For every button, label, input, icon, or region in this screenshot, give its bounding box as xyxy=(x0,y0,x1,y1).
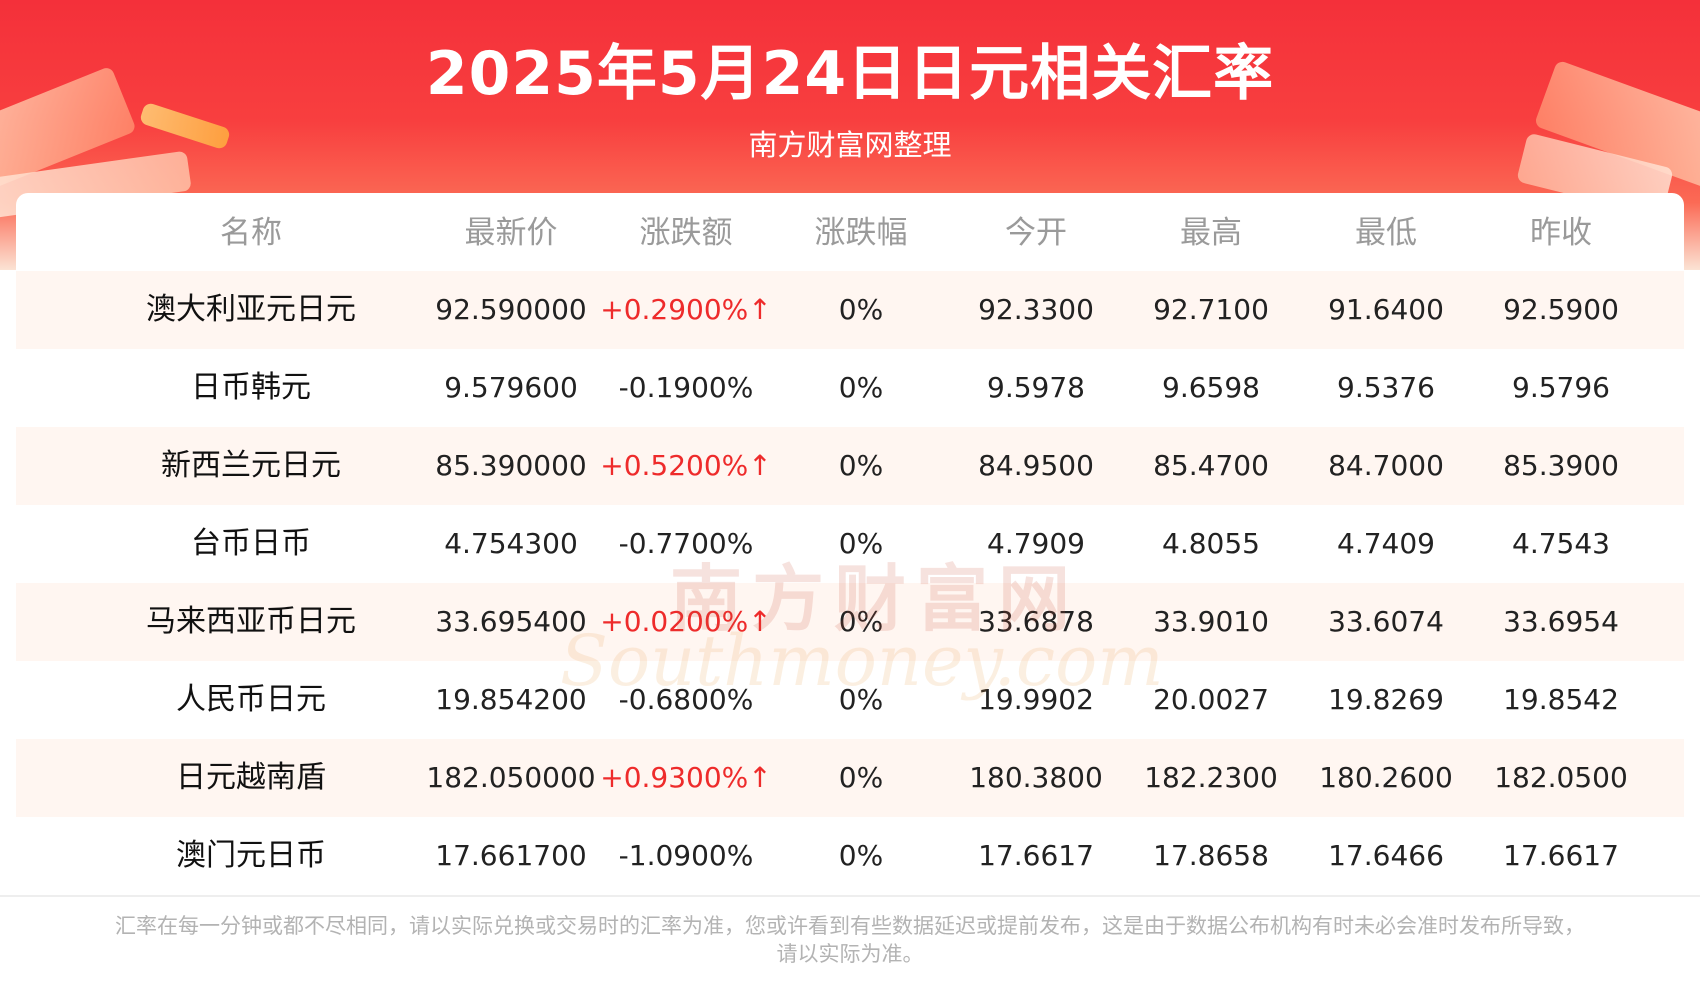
row-high: 17.8658 xyxy=(1153,839,1269,872)
row-prev-close: 85.3900 xyxy=(1503,449,1619,482)
row-open: 92.3300 xyxy=(978,293,1094,326)
table-row: 澳大利亚元日元 92.590000 +0.2900%↑ 0% 92.3300 9… xyxy=(16,271,1684,349)
row-high: 182.2300 xyxy=(1144,761,1278,794)
column-header-change-pct: 涨跌幅 xyxy=(814,215,908,251)
row-latest: 17.661700 xyxy=(435,839,587,872)
row-name: 日元越南盾 xyxy=(176,760,326,795)
row-open: 17.6617 xyxy=(978,839,1094,872)
row-prev-close: 19.8542 xyxy=(1503,683,1619,716)
row-prev-close: 33.6954 xyxy=(1503,605,1619,638)
row-name: 马来西亚币日元 xyxy=(146,604,356,639)
row-high: 20.0027 xyxy=(1153,683,1269,716)
row-low: 91.6400 xyxy=(1328,293,1444,326)
row-open: 19.9902 xyxy=(978,683,1094,716)
page-subtitle: 南方财富网整理 xyxy=(748,128,952,162)
row-name: 新西兰元日元 xyxy=(161,448,341,483)
exchange-rate-table: 名称 最新价 涨跌额 涨跌幅 今开 最高 最低 昨收 澳大利亚元日元 92.59… xyxy=(16,193,1684,893)
row-change-pct: 0% xyxy=(838,839,884,872)
row-open: 84.9500 xyxy=(978,449,1094,482)
row-low: 4.7409 xyxy=(1337,527,1435,560)
row-high: 92.7100 xyxy=(1153,293,1269,326)
row-prev-close: 9.5796 xyxy=(1512,371,1610,404)
row-prev-close: 182.0500 xyxy=(1494,761,1628,794)
table-row: 日元越南盾 182.050000 +0.9300%↑ 0% 180.3800 1… xyxy=(16,739,1684,817)
table-row: 台币日币 4.754300 -0.7700% 0% 4.7909 4.8055 … xyxy=(16,505,1684,583)
row-latest: 9.579600 xyxy=(444,371,578,404)
row-high: 33.9010 xyxy=(1153,605,1269,638)
row-latest: 33.695400 xyxy=(435,605,587,638)
page-title: 2025年5月24日日元相关汇率 xyxy=(425,39,1275,109)
row-latest: 19.854200 xyxy=(435,683,587,716)
disclaimer-line-1: 汇率在每一分钟或都不尽相同，请以实际兑换或交易时的汇率为准，您或许看到有些数据延… xyxy=(115,914,1585,938)
row-change-pct: 0% xyxy=(838,761,884,794)
table-row: 人民币日元 19.854200 -0.6800% 0% 19.9902 20.0… xyxy=(16,661,1684,739)
column-header-prev-close: 昨收 xyxy=(1530,215,1592,251)
row-change: +0.2900%↑ xyxy=(600,293,772,326)
row-change: -0.6800% xyxy=(618,683,754,716)
row-change-pct: 0% xyxy=(838,527,884,560)
row-change: +0.9300%↑ xyxy=(600,761,772,794)
column-header-change: 涨跌额 xyxy=(639,215,733,251)
divider xyxy=(0,895,1700,897)
row-name: 台币日币 xyxy=(191,526,311,561)
row-change: -1.0900% xyxy=(618,839,754,872)
row-open: 9.5978 xyxy=(987,371,1085,404)
row-open: 4.7909 xyxy=(987,527,1085,560)
row-name: 人民币日元 xyxy=(176,682,326,717)
row-prev-close: 92.5900 xyxy=(1503,293,1619,326)
row-low: 84.7000 xyxy=(1328,449,1444,482)
row-change: -0.7700% xyxy=(618,527,754,560)
row-open: 180.3800 xyxy=(969,761,1103,794)
row-change: +0.0200%↑ xyxy=(600,605,772,638)
table-row: 马来西亚币日元 33.695400 +0.0200%↑ 0% 33.6878 3… xyxy=(16,583,1684,661)
table-row: 新西兰元日元 85.390000 +0.5200%↑ 0% 84.9500 85… xyxy=(16,427,1684,505)
row-change-pct: 0% xyxy=(838,605,884,638)
column-header-high: 最高 xyxy=(1180,215,1242,251)
row-low: 9.5376 xyxy=(1337,371,1435,404)
row-latest: 182.050000 xyxy=(426,761,596,794)
disclaimer: 汇率在每一分钟或都不尽相同，请以实际兑换或交易时的汇率为准，您或许看到有些数据延… xyxy=(60,912,1640,968)
row-open: 33.6878 xyxy=(978,605,1094,638)
row-high: 85.4700 xyxy=(1153,449,1269,482)
row-low: 19.8269 xyxy=(1328,683,1444,716)
row-prev-close: 4.7543 xyxy=(1512,527,1610,560)
column-header-open: 今开 xyxy=(1005,215,1067,251)
row-latest: 4.754300 xyxy=(444,527,578,560)
row-change-pct: 0% xyxy=(838,449,884,482)
row-change-pct: 0% xyxy=(838,293,884,326)
row-name: 日币韩元 xyxy=(191,370,311,405)
row-high: 9.6598 xyxy=(1162,371,1260,404)
column-header-latest: 最新价 xyxy=(464,215,558,251)
row-name: 澳门元日币 xyxy=(176,838,326,873)
row-low: 33.6074 xyxy=(1328,605,1444,638)
table-header-row: 名称 最新价 涨跌额 涨跌幅 今开 最高 最低 昨收 xyxy=(16,193,1684,271)
table-row: 日币韩元 9.579600 -0.1900% 0% 9.5978 9.6598 … xyxy=(16,349,1684,427)
table-row: 澳门元日币 17.661700 -1.0900% 0% 17.6617 17.8… xyxy=(16,817,1684,895)
row-name: 澳大利亚元日元 xyxy=(146,292,356,327)
column-header-name: 名称 xyxy=(220,215,282,251)
row-change: +0.5200%↑ xyxy=(600,449,772,482)
row-prev-close: 17.6617 xyxy=(1503,839,1619,872)
row-low: 180.2600 xyxy=(1319,761,1453,794)
row-latest: 92.590000 xyxy=(435,293,587,326)
row-high: 4.8055 xyxy=(1162,527,1260,560)
disclaimer-line-2: 请以实际为准。 xyxy=(776,942,924,966)
row-change: -0.1900% xyxy=(618,371,754,404)
row-change-pct: 0% xyxy=(838,371,884,404)
row-low: 17.6466 xyxy=(1328,839,1444,872)
row-latest: 85.390000 xyxy=(435,449,587,482)
row-change-pct: 0% xyxy=(838,683,884,716)
column-header-low: 最低 xyxy=(1355,215,1417,251)
